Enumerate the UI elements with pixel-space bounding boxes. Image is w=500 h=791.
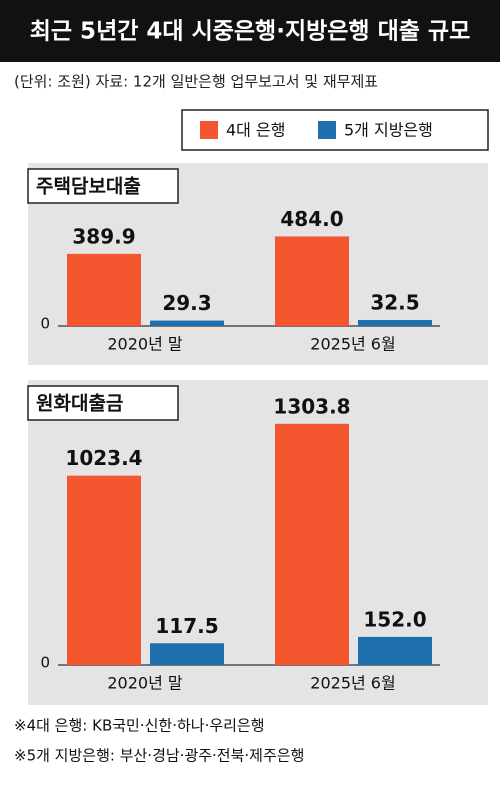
value-label: 152.0 (363, 607, 426, 631)
panel-title-box (27, 168, 179, 204)
note: ※5개 지방은행: 부산·경남·광주·전북·제주은행 (14, 747, 304, 765)
bar (150, 643, 224, 665)
note: ※4대 은행: KB국민·신한·하나·우리은행 (14, 717, 265, 735)
bar (150, 320, 224, 326)
value-label: 1303.8 (273, 394, 350, 418)
title-bar (0, 0, 500, 62)
subtitle: (단위: 조원) 자료: 12개 일반은행 업무보고서 및 재무제표 (14, 73, 378, 91)
legend-swatch (200, 121, 218, 139)
value-label: 484.0 (280, 207, 343, 231)
panel-title-box (27, 385, 179, 421)
value-label: 389.9 (72, 224, 135, 248)
y-tick-label: 0 (40, 315, 50, 333)
value-label: 29.3 (162, 291, 211, 315)
value-label: 1023.4 (65, 446, 142, 470)
bar (275, 236, 349, 326)
x-tick-label: 2020년 말 (107, 335, 183, 354)
bar (67, 475, 141, 665)
legend-swatch (318, 121, 336, 139)
x-tick-label: 2025년 6월 (310, 335, 395, 354)
panel-title: 원화대출금 (36, 393, 123, 415)
bar (67, 253, 141, 326)
y-tick-label: 0 (40, 654, 50, 672)
legend-label: 4대 은행 (226, 121, 285, 140)
value-label: 32.5 (370, 290, 419, 314)
legend-label: 5개 지방은행 (344, 121, 433, 140)
bar (358, 319, 432, 326)
value-label: 117.5 (155, 614, 218, 638)
panel-title: 주택담보대출 (36, 176, 141, 198)
x-tick-label: 2020년 말 (107, 674, 183, 693)
x-tick-label: 2025년 6월 (310, 674, 395, 693)
bar (358, 636, 432, 665)
title: 최근 5년간 4대 시중은행·지방은행 대출 규모 (30, 19, 471, 45)
bar (275, 423, 349, 665)
